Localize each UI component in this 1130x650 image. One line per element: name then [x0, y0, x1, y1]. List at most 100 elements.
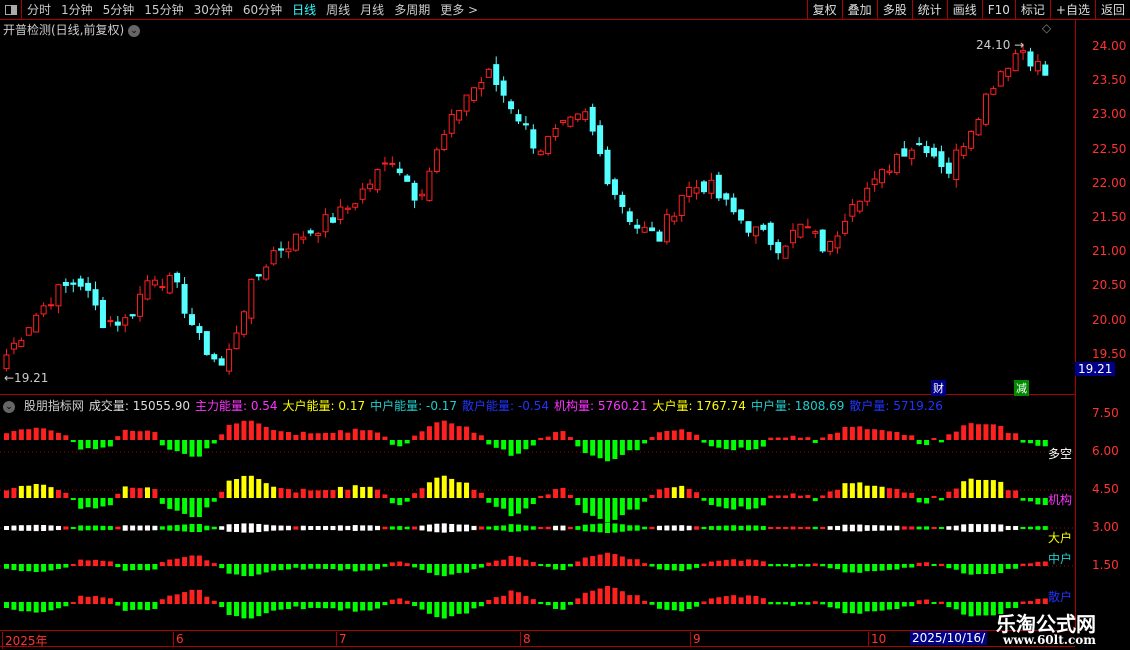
- period-tab[interactable]: 更多 >: [440, 3, 479, 17]
- period-tab[interactable]: 60分钟: [242, 3, 283, 17]
- candle-body: [352, 203, 359, 208]
- candle-body: [285, 248, 292, 253]
- indicator-bar-zhonghu: [649, 564, 655, 567]
- toolbar-button[interactable]: +自选: [1049, 0, 1095, 20]
- indicator-bar-jigou: [211, 498, 217, 502]
- indicator-bar-duokong: [909, 435, 915, 440]
- period-tab[interactable]: 月线: [360, 3, 385, 17]
- indicator-bar-zhonghu: [723, 559, 729, 566]
- period-tab[interactable]: 日线: [292, 3, 317, 17]
- chevron-down-icon[interactable]: ⌄: [3, 400, 15, 413]
- candle-body: [508, 101, 515, 110]
- indicator-bar-zhonghu: [664, 564, 670, 571]
- indicator-bar-jigou: [293, 492, 299, 498]
- indicator-bar-sanhu: [315, 602, 321, 608]
- indicator-bar-duokong: [508, 440, 514, 456]
- indicator-bar-sanhu: [48, 602, 54, 611]
- indicator-bar-zhonghu: [953, 564, 959, 570]
- indicator-bar-sanhu: [41, 602, 47, 613]
- toolbar-button[interactable]: 复权: [806, 0, 842, 20]
- indicator-bar-zhonghu: [397, 561, 403, 566]
- indicator-bar-duokong: [694, 434, 700, 440]
- indicator-bar-duokong: [360, 430, 366, 440]
- candle-body: [752, 226, 759, 237]
- indicator-bar-zhonghu: [872, 564, 878, 572]
- candle-body: [938, 151, 945, 168]
- period-tab[interactable]: 1分钟: [61, 3, 93, 17]
- candle-body: [48, 304, 55, 307]
- indicator-bar-jigou: [976, 479, 982, 498]
- indicator-bar-duokong: [107, 440, 113, 447]
- indicator-bar-jigou: [634, 498, 640, 510]
- indicator-bar-dahu: [842, 524, 848, 532]
- period-tab[interactable]: 5分钟: [102, 3, 135, 17]
- indicator-bar-sanhu: [107, 598, 113, 604]
- indicator-bar-sanhu: [1013, 602, 1019, 608]
- candle-body: [263, 266, 270, 280]
- indicator-bar-duokong: [404, 440, 410, 444]
- indicator-bar-jigou: [538, 495, 544, 498]
- diamond-icon[interactable]: ◇: [1042, 21, 1052, 35]
- indicator-bar-sanhu: [983, 602, 989, 616]
- toolbar-button[interactable]: F10: [981, 0, 1015, 20]
- indicator-bar-sanhu: [285, 602, 291, 609]
- row-label-zhonghu: 中户: [1048, 552, 1073, 566]
- indicator-value: 成交量: 15055.90: [88, 399, 190, 413]
- indicator-bar-sanhu: [708, 598, 714, 604]
- indicator-name[interactable]: 股朋指标网: [23, 399, 84, 413]
- indicator-bar-jigou: [256, 479, 262, 498]
- indicator-bar-sanhu: [234, 602, 240, 617]
- indicator-bar-duokong: [938, 440, 944, 443]
- indicator-bar-zhonghu: [575, 561, 581, 566]
- period-tab[interactable]: 分时: [27, 3, 52, 17]
- indicator-bar-zhonghu: [204, 560, 210, 566]
- indicator-bar-duokong: [471, 432, 477, 440]
- indicator-bar-dahu: [412, 526, 418, 530]
- indicator-bar-jigou: [746, 498, 751, 510]
- candle-body: [730, 197, 737, 213]
- indicator-bar-sanhu: [404, 600, 410, 604]
- chevron-down-icon[interactable]: ⌄: [128, 24, 141, 37]
- indicator-bar-dahu: [204, 525, 210, 531]
- period-tab[interactable]: 多周期: [394, 3, 431, 17]
- toolbar-button[interactable]: 返回: [1094, 0, 1130, 20]
- candle-body: [226, 348, 233, 372]
- indicator-bar-jigou: [441, 475, 447, 498]
- candle-body: [456, 110, 463, 121]
- indicator-bar-duokong: [189, 440, 195, 457]
- indicator-bar-jigou: [397, 498, 403, 506]
- toolbar-button[interactable]: 统计: [911, 0, 947, 20]
- indicator-bar-zhonghu: [605, 552, 611, 566]
- layout-toggle-button[interactable]: [0, 0, 22, 20]
- period-tab[interactable]: 周线: [326, 3, 351, 17]
- panel-divider: [0, 394, 1075, 395]
- toolbar-button[interactable]: 多股: [876, 0, 912, 20]
- finance-tag[interactable]: 财: [931, 380, 946, 396]
- indicator-bar-sanhu: [797, 602, 803, 605]
- indicator-bar-duokong: [649, 437, 655, 440]
- indicator-bar-sanhu: [375, 602, 380, 609]
- indicator-bar-sanhu: [389, 599, 395, 604]
- period-tab[interactable]: 15分钟: [144, 3, 184, 17]
- indicator-bar-jigou: [122, 486, 128, 498]
- candle-body: [797, 223, 804, 238]
- indicator-bar-dahu: [130, 525, 136, 531]
- indicator-bar-jigou: [26, 485, 32, 498]
- price-axis-label: 22.50: [1092, 141, 1127, 156]
- indicator-bar-zhonghu: [753, 559, 759, 566]
- indicator-bar-sanhu: [768, 602, 774, 605]
- period-tab[interactable]: 30分钟: [193, 3, 233, 17]
- indicator-bar-dahu: [115, 526, 121, 530]
- indicator-bar-dahu: [464, 524, 470, 532]
- candle-body: [181, 284, 188, 314]
- indicator-bar-sanhu: [241, 602, 247, 619]
- indicator-bar-jigou: [968, 478, 974, 498]
- toolbar-button[interactable]: 画线: [946, 0, 982, 20]
- reduce-tag[interactable]: 减: [1014, 380, 1029, 396]
- indicator-bar-sanhu: [204, 596, 210, 604]
- toolbar-button[interactable]: 叠加: [841, 0, 877, 20]
- indicator-bar-jigou: [107, 498, 113, 506]
- toolbar-button[interactable]: 标记: [1014, 0, 1050, 20]
- indicator-bar-jigou: [582, 498, 588, 513]
